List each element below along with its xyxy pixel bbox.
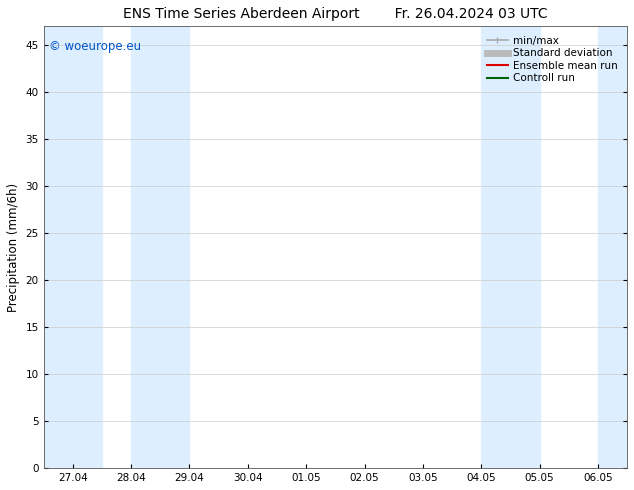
Legend: min/max, Standard deviation, Ensemble mean run, Controll run: min/max, Standard deviation, Ensemble me… bbox=[482, 31, 622, 88]
Bar bbox=[481, 26, 540, 468]
Bar bbox=[131, 26, 190, 468]
Bar bbox=[598, 26, 627, 468]
Text: © woeurope.eu: © woeurope.eu bbox=[49, 40, 141, 52]
Y-axis label: Precipitation (mm/6h): Precipitation (mm/6h) bbox=[7, 183, 20, 312]
Title: ENS Time Series Aberdeen Airport        Fr. 26.04.2024 03 UTC: ENS Time Series Aberdeen Airport Fr. 26.… bbox=[123, 7, 548, 21]
Bar bbox=[44, 26, 102, 468]
